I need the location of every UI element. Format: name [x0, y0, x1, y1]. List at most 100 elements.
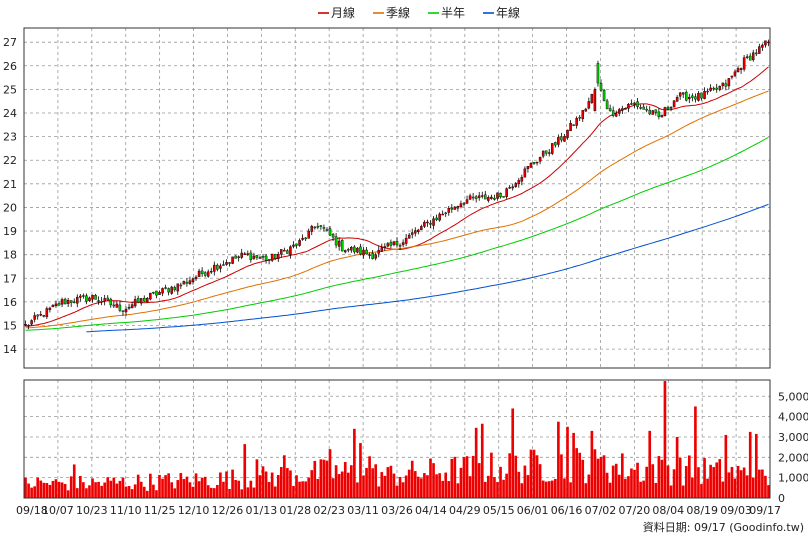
candle [197, 268, 201, 277]
candle [228, 261, 231, 267]
candle [745, 54, 749, 60]
volume-bar [587, 474, 591, 498]
volume-bar [462, 457, 466, 498]
volume-bar [480, 423, 484, 498]
candle [727, 78, 731, 90]
candle [642, 104, 645, 110]
candle [334, 233, 338, 249]
volume-bar [362, 475, 365, 498]
candle [152, 291, 155, 295]
candle [383, 243, 387, 252]
volume-bar [161, 478, 164, 498]
volume-bar [304, 481, 307, 498]
volume-bar [468, 476, 472, 498]
candle [420, 224, 423, 231]
candle [703, 87, 706, 100]
candle [85, 293, 88, 305]
volume-bar [252, 487, 256, 498]
volume-bar [75, 488, 79, 498]
volume-bar [456, 483, 460, 498]
volume-bar [407, 469, 411, 498]
volume-bar [371, 468, 374, 498]
volume-bar [97, 481, 100, 498]
volume-bar [471, 455, 475, 498]
price-tick-label: 27 [3, 36, 17, 49]
volume-bar [636, 462, 639, 498]
volume-bar [751, 477, 755, 498]
volume-bar [325, 460, 329, 498]
candle [748, 53, 752, 61]
price-tick-label: 21 [3, 178, 17, 191]
volume-bar [754, 433, 758, 498]
volume-bar [657, 456, 661, 498]
volume-bar [614, 463, 618, 498]
date-tick-label: 08/04 [652, 504, 684, 517]
volume-bar [121, 477, 125, 498]
volume-bar [115, 483, 119, 498]
volume-bar [660, 459, 664, 498]
volume-bar [313, 460, 317, 498]
volume-bar [261, 466, 265, 498]
candle [502, 196, 505, 198]
candle [547, 148, 551, 157]
data-date-footer: 資料日期: 09/17 (Goodinfo.tw) [643, 520, 804, 534]
date-tick-label: 06/16 [551, 504, 583, 517]
volume-bar [493, 477, 496, 498]
candle [517, 177, 521, 188]
candle [30, 319, 33, 326]
volume-bar [672, 469, 676, 498]
volume-bar [27, 483, 30, 498]
volume-bar [350, 465, 353, 498]
candle [130, 301, 134, 309]
volume-bar [413, 471, 417, 498]
volume-bar [155, 490, 158, 498]
candle [514, 182, 518, 188]
volume-bar [505, 473, 508, 498]
candle [225, 259, 228, 266]
volume-bar [608, 482, 612, 498]
volume-bar [331, 478, 335, 498]
volume-bar [617, 474, 621, 498]
volume-bar [423, 473, 426, 498]
legend-label: 月線 [331, 5, 355, 20]
candle [688, 93, 691, 104]
volume-bar [694, 406, 697, 498]
volume-bar [709, 464, 712, 498]
volume-bar [633, 469, 636, 498]
candle [742, 54, 746, 72]
volume-bar [429, 458, 432, 498]
volume-bar [453, 456, 457, 498]
volume-bar [605, 472, 609, 498]
candle [237, 255, 240, 262]
volume-bar [758, 469, 761, 498]
volume-bar [127, 485, 131, 498]
candle [213, 261, 216, 276]
volume-bar [496, 482, 499, 498]
volume-bar [222, 481, 225, 498]
volume-bar [523, 465, 527, 498]
candle [48, 306, 52, 313]
candle [660, 114, 664, 118]
volume-bar [103, 482, 107, 498]
volume-bar [139, 481, 143, 498]
candle [429, 220, 432, 229]
volume-bar [572, 432, 575, 498]
candle [103, 294, 106, 306]
volume-tick-label: 5,000 [778, 390, 808, 403]
volume-bar [234, 479, 237, 498]
candle [60, 297, 64, 308]
volume-bar [109, 480, 113, 498]
candle [389, 239, 393, 249]
candle [395, 237, 399, 248]
candle [76, 294, 79, 308]
candle [371, 249, 374, 260]
candle [261, 254, 265, 261]
chart-legend: 月線 季線 半年 年線 [318, 5, 520, 20]
volume-bar [651, 464, 655, 498]
candle [432, 215, 435, 230]
candle [587, 97, 591, 110]
candle [575, 116, 578, 129]
volume-bar [82, 482, 85, 498]
candle [544, 150, 548, 156]
